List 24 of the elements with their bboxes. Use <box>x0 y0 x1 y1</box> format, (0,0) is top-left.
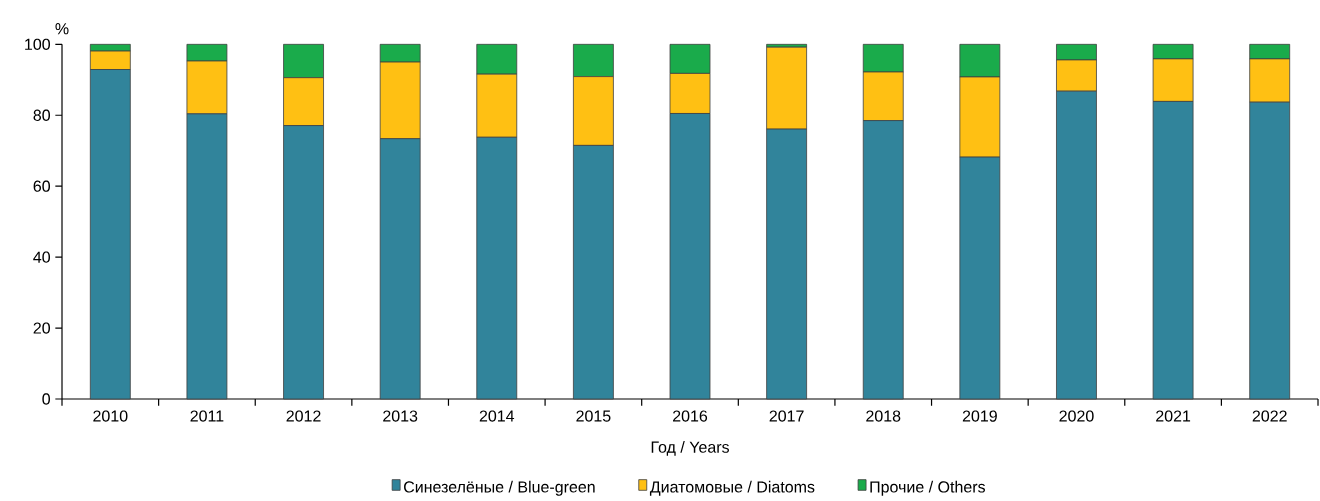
y-tick-label: 20 <box>33 322 51 334</box>
x-tick-label: 2015 <box>576 410 611 422</box>
x-tick-label: 2010 <box>93 410 128 422</box>
x-axis-title: Год / Years <box>651 441 730 456</box>
x-tick-label: 2017 <box>769 410 804 422</box>
x-tick-label: 2019 <box>962 410 997 422</box>
x-tick-label: 2014 <box>479 410 515 422</box>
x-tick-label: 2021 <box>1156 410 1191 422</box>
x-tick-label: 2013 <box>383 410 418 422</box>
x-tick-label: 2018 <box>866 410 901 422</box>
y-tick-label: 60 <box>33 180 51 192</box>
x-tick-label: 2022 <box>1252 410 1287 422</box>
x-tick-label: 2016 <box>673 410 708 422</box>
y-tick-label: 0 <box>42 393 51 405</box>
y-tick-label: 100 <box>25 38 51 50</box>
x-tick-label: 2011 <box>190 410 224 422</box>
y-tick-label: 80 <box>33 109 51 121</box>
legend-label: Прочие / Others <box>870 480 986 496</box>
x-tick-label: 2020 <box>1059 410 1094 422</box>
x-tick-label: 2012 <box>286 410 321 422</box>
legend-label: Синезелёные / Blue-green <box>404 480 595 496</box>
legend-label: Диатомовые / Diatoms <box>649 480 815 496</box>
y-tick-label: 40 <box>33 251 51 263</box>
y-axis-title: % <box>55 23 69 35</box>
